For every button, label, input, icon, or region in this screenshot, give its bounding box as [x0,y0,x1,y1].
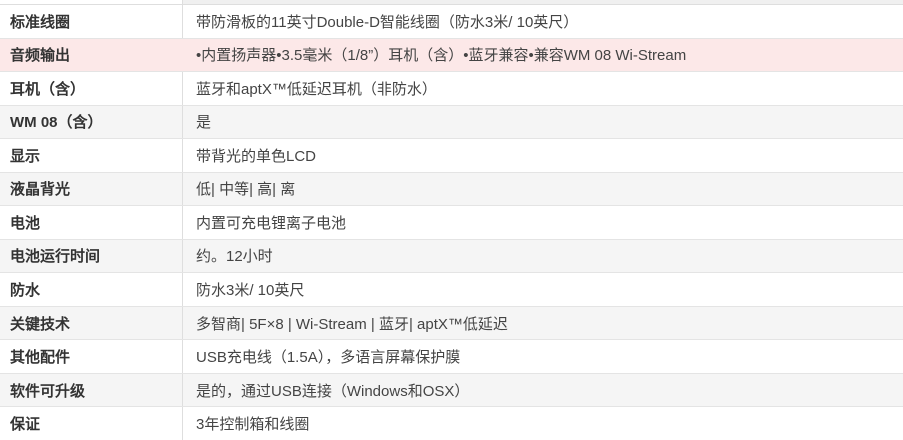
spec-value: 防水3米/ 10英尺 [196,282,305,300]
table-row: 其他配件 USB充电线（1.5A），多语言屏幕保护膜 [0,340,903,374]
table-row: 耳机（含） 蓝牙和aptX™低延迟耳机（非防水） [0,72,903,106]
spec-label: 防水 [0,273,183,306]
table-row: 关键技术 多智商| 5F×8 | Wi-Stream | 蓝牙| aptX™低延… [0,306,903,341]
spec-label: 关键技术 [0,306,183,340]
table-row: 电池运行时间 约。12小时 [0,239,903,274]
table-row: 电池 内置可充电锂离子电池 [0,206,903,240]
spec-label: 其他配件 [0,340,183,373]
spec-value: 蓝牙和aptX™低延迟耳机（非防水） [196,80,437,98]
spec-label: 标准线圈 [0,5,183,38]
table-row: 防水 防水3米/ 10英尺 [0,273,903,307]
spec-label: WM 08（含） [0,105,183,139]
spec-value: 带防滑板的11英寸Double-D智能线圈（防水3米/ 10英尺） [196,13,579,31]
table-row: 液晶背光 低| 中等| 高| 离 [0,172,903,207]
spec-value: 3年控制箱和线圈 [196,416,310,434]
spec-value: 是的，通过USB连接（Windows和OSX） [196,382,470,400]
cropped-row-remnant [0,0,903,5]
spec-label: 显示 [0,139,183,172]
table-row: 显示 带背光的单色LCD [0,139,903,173]
spec-value: 是 [196,114,212,132]
spec-label: 电池运行时间 [0,239,183,273]
table-row: 软件可升级 是的，通过USB连接（Windows和OSX） [0,373,903,408]
spec-value: 内置可充电锂离子电池 [196,214,347,232]
spec-label: 电池 [0,206,183,239]
spec-label: 保证 [0,407,183,440]
table-row: 标准线圈 带防滑板的11英寸Double-D智能线圈（防水3米/ 10英尺） [0,5,903,39]
spec-label: 耳机（含） [0,72,183,105]
spec-value: •内置扬声器•3.5毫米（1/8”）耳机（含）•蓝牙兼容•兼容WM 08 Wi-… [196,47,687,65]
spec-value: 约。12小时 [196,248,273,266]
table-row: 音频输出 •内置扬声器•3.5毫米（1/8”）耳机（含）•蓝牙兼容•兼容WM 0… [0,38,903,73]
spec-label: 音频输出 [10,47,71,65]
spec-value: 带背光的单色LCD [196,147,317,165]
spec-label: 液晶背光 [0,172,183,206]
cropped-row-remnant-value-cell [183,0,903,4]
cropped-row-remnant-label-cell [0,0,183,4]
spec-rows: 标准线圈 带防滑板的11英寸Double-D智能线圈（防水3米/ 10英尺） 音… [0,5,903,440]
spec-value: USB充电线（1.5A），多语言屏幕保护膜 [196,349,461,367]
spec-label: 软件可升级 [0,373,183,407]
table-row: 保证 3年控制箱和线圈 [0,407,903,440]
table-row: WM 08（含） 是 [0,105,903,140]
spec-value: 多智商| 5F×8 | Wi-Stream | 蓝牙| aptX™低延迟 [196,315,508,333]
spec-value: 低| 中等| 高| 离 [196,181,296,199]
